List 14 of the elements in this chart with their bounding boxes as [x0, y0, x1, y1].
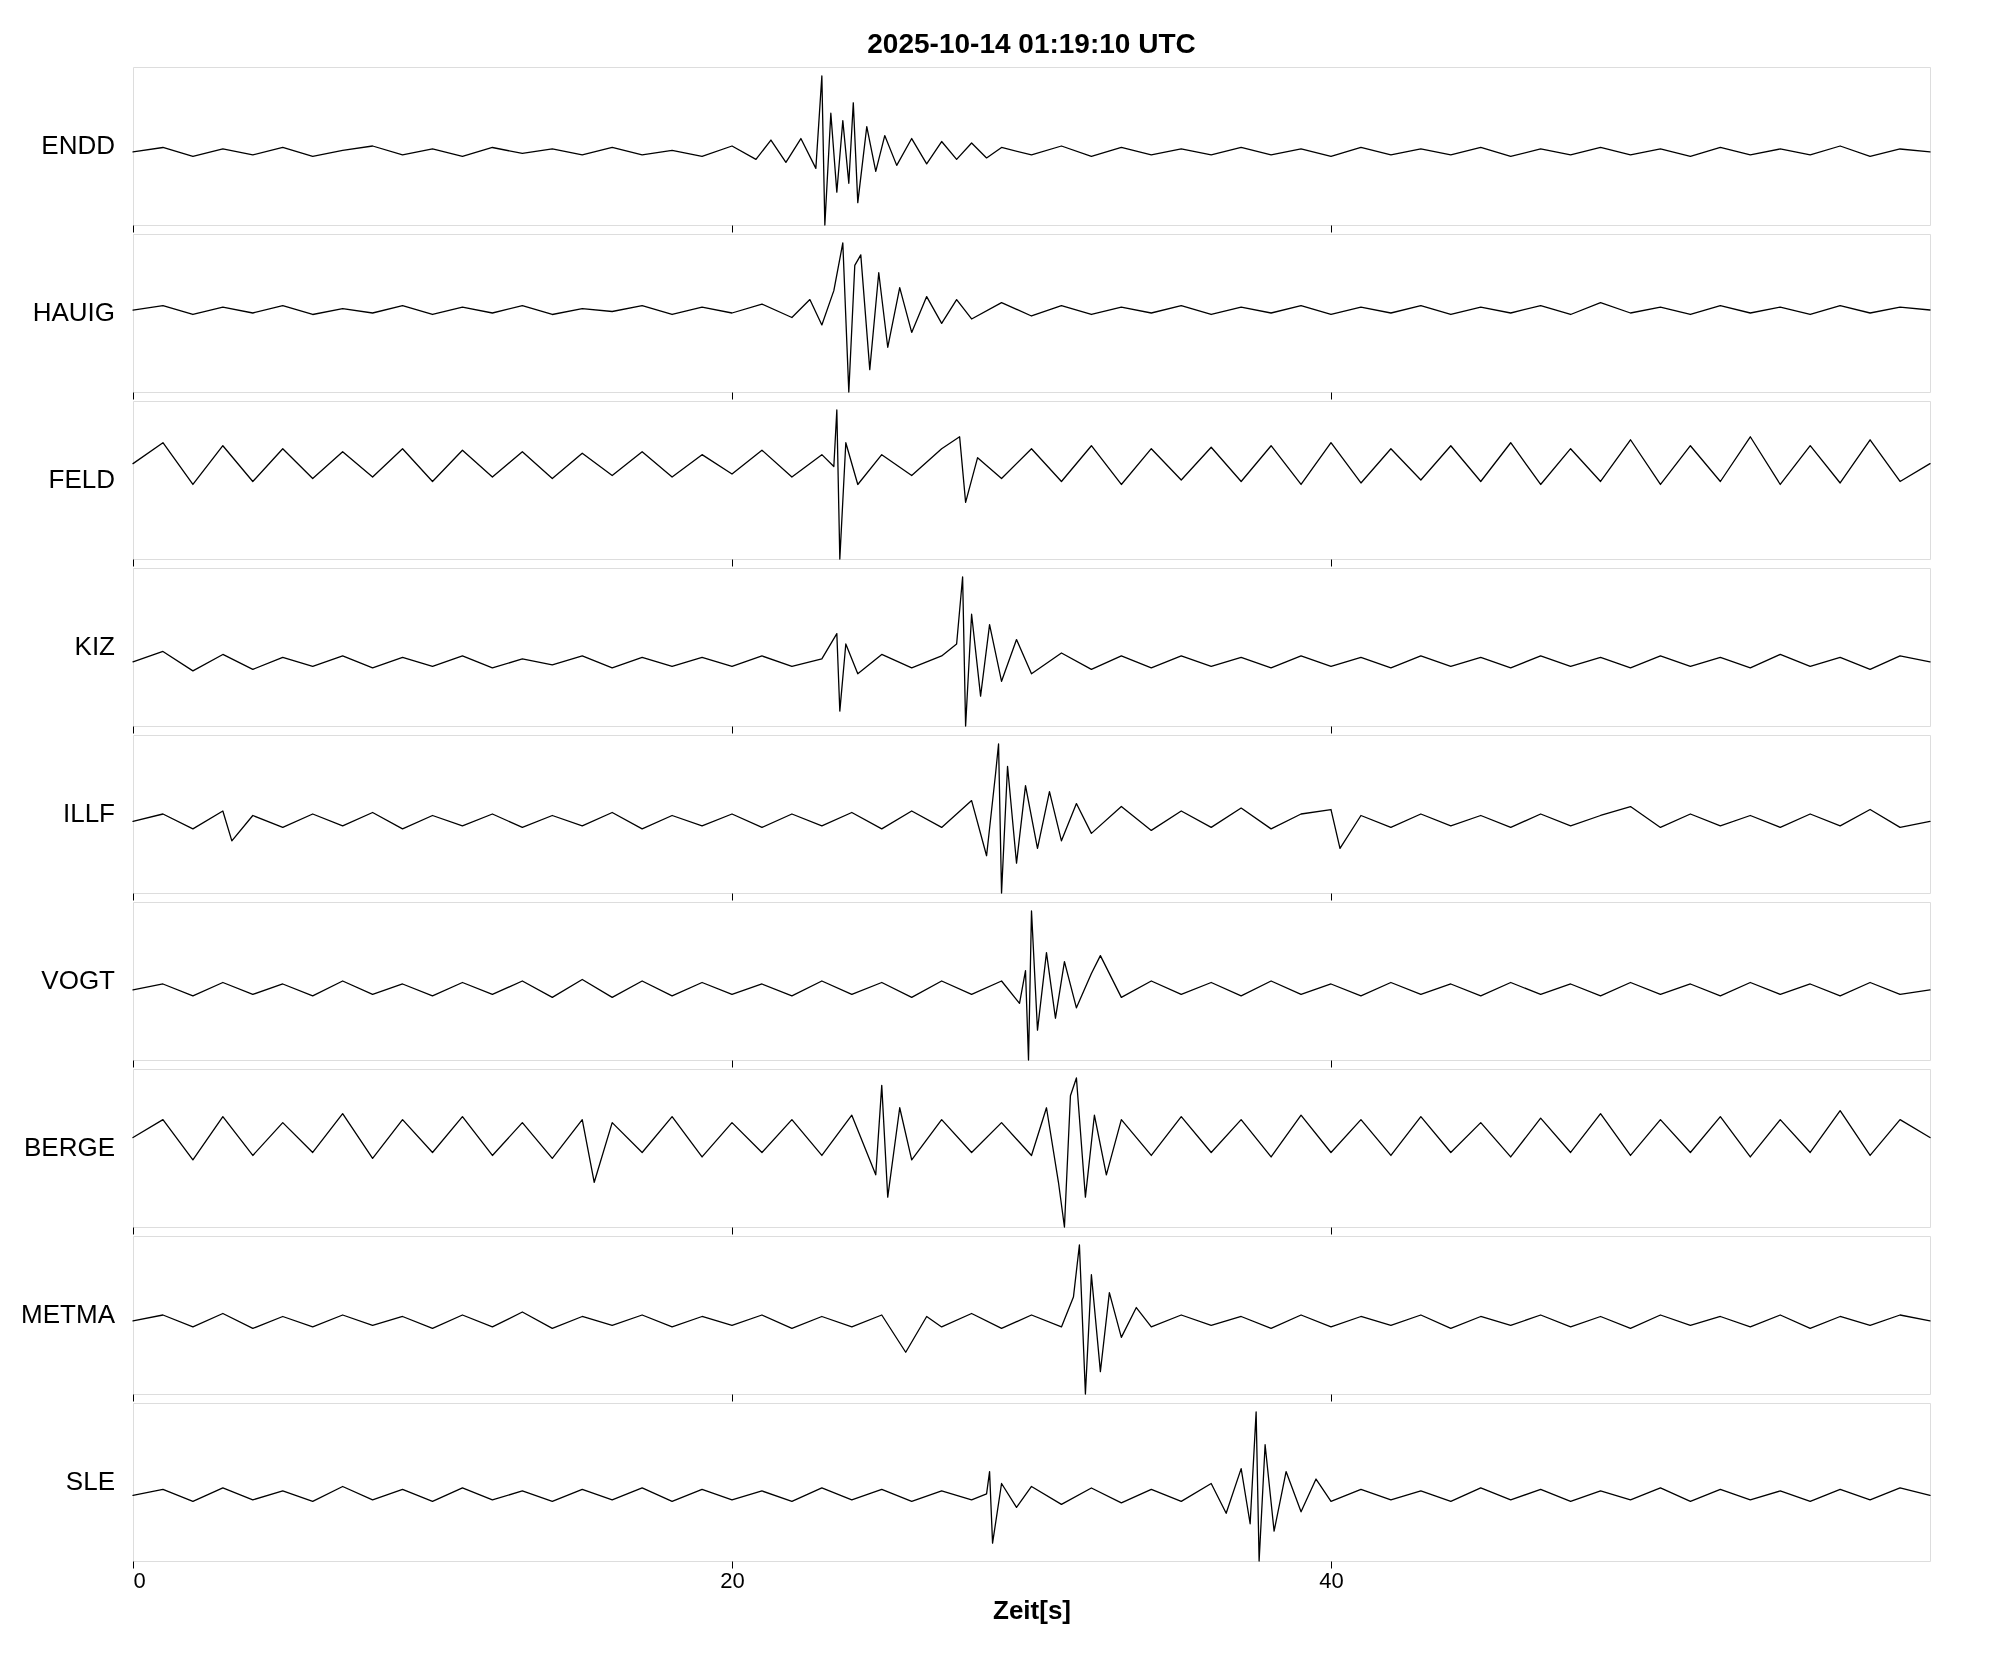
- series-label: METMA: [21, 1299, 116, 1329]
- series-label: SLE: [65, 1466, 115, 1496]
- series-label: VOGT: [41, 965, 116, 995]
- chart-title: 2025-10-14 01:19:10 UTC: [867, 28, 1196, 59]
- series-label: HAUIG: [32, 297, 115, 327]
- x-tick-label: 0: [133, 1567, 146, 1593]
- series-label: ENDD: [41, 130, 115, 160]
- x-axis-title: Zeit[s]: [993, 1594, 1071, 1625]
- series-label: KIZ: [74, 631, 116, 661]
- x-tick-label: 20: [720, 1567, 745, 1593]
- series-label: FELD: [48, 464, 115, 494]
- series-label: ILLF: [62, 798, 115, 828]
- x-tick-label: 40: [1319, 1567, 1344, 1593]
- series-label: BERGE: [23, 1132, 115, 1162]
